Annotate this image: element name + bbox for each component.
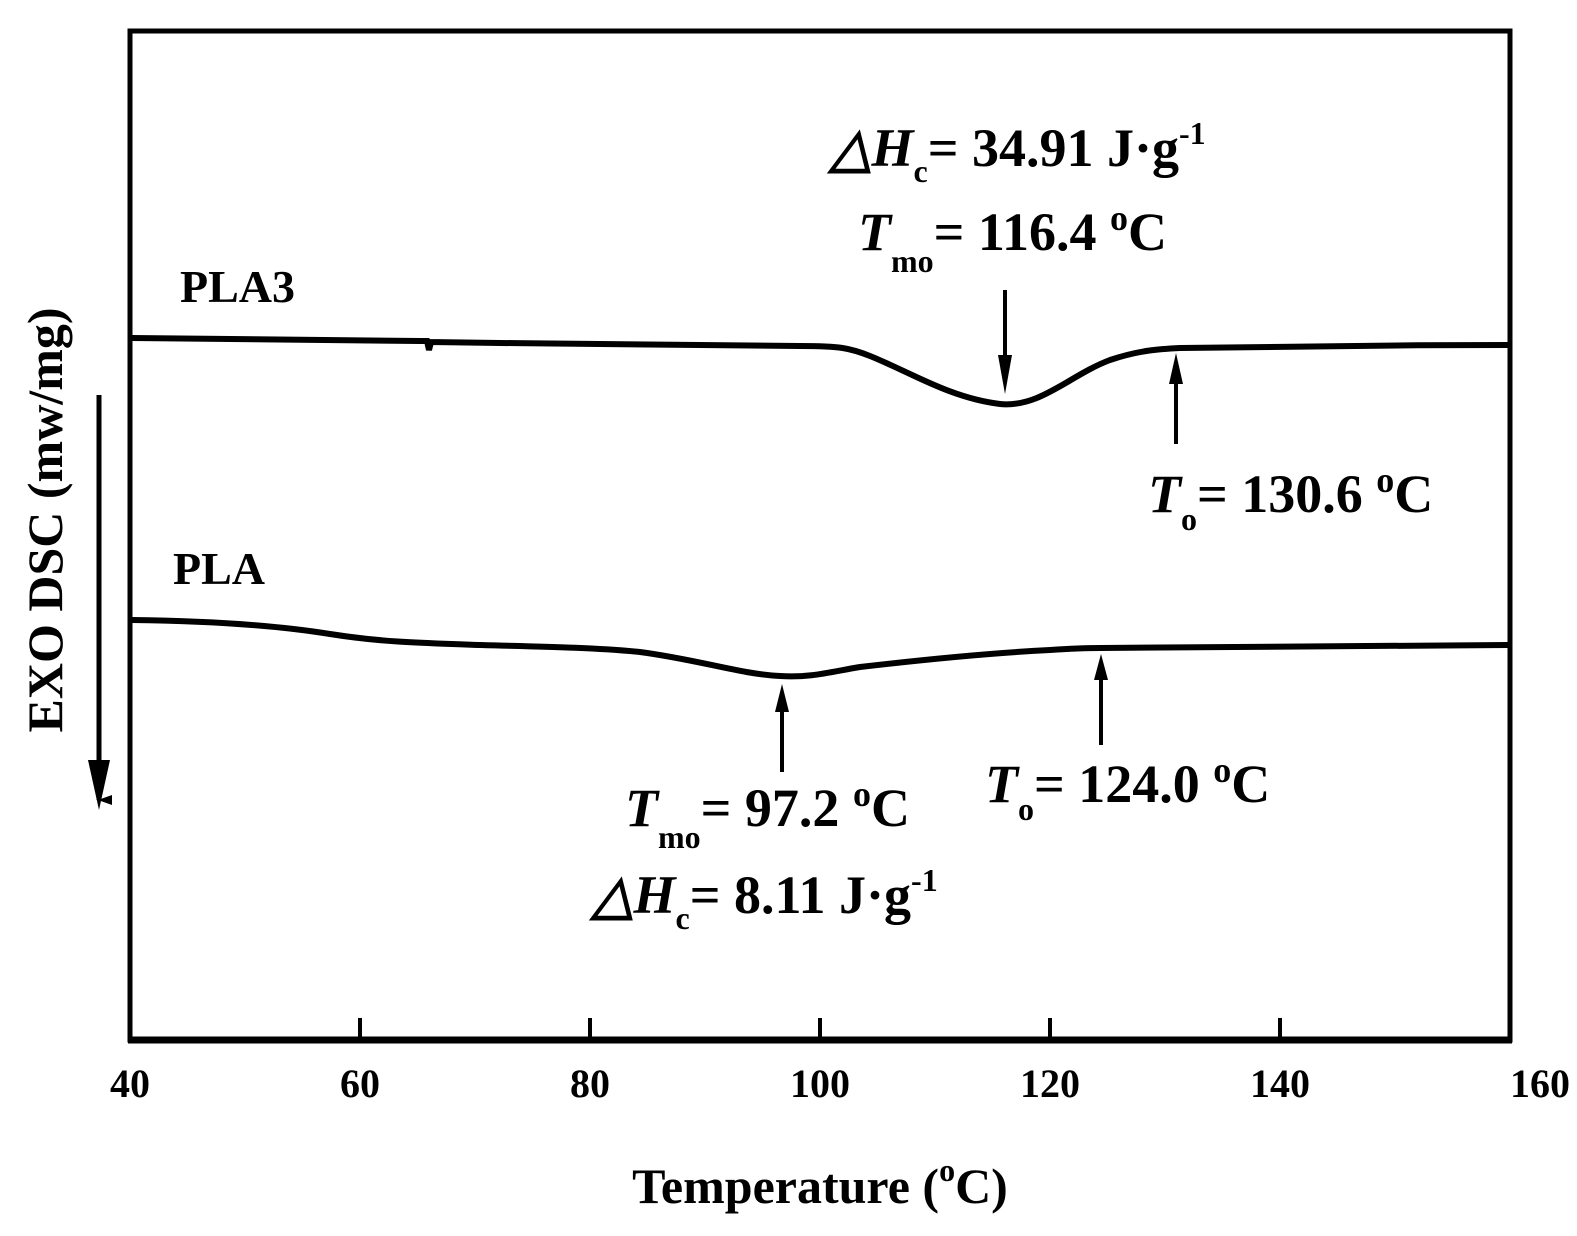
pla3-to-arrowhead-icon (1169, 353, 1183, 384)
x-axis-label: Temperature (oC) (632, 1152, 1008, 1214)
pla3-label: PLA3 (180, 261, 295, 312)
x-tick-labels: 40 60 80 100 120 140 160 (110, 1061, 1570, 1106)
y-axis-label: EXO DSC (mw/mg) (17, 308, 73, 733)
x-tick-120: 120 (1020, 1061, 1080, 1106)
exo-arrowhead-icon (88, 760, 110, 810)
x-ticks (358, 1018, 1282, 1040)
pla3-curve (129, 335, 1511, 408)
pla3-to-annotation: To= 130.6 oC (1148, 460, 1433, 537)
pla-label: PLA (173, 543, 265, 594)
x-tick-160: 160 (1510, 1061, 1570, 1106)
pla-curve (129, 617, 1511, 680)
x-tick-60: 60 (340, 1061, 380, 1106)
x-tick-100: 100 (790, 1061, 850, 1106)
pla3-tmo-annotation: Tmo= 116.4 oC (858, 198, 1167, 279)
x-tick-80: 80 (570, 1061, 610, 1106)
pla3-delta-hc-annotation: △Hc= 34.91 J·g-1 (826, 115, 1206, 189)
x-tick-140: 140 (1250, 1061, 1310, 1106)
pla-to-annotation: To= 124.0 oC (985, 750, 1270, 827)
pla-delta-hc-annotation: △Hc= 8.11 J·g-1 (588, 862, 938, 936)
pla3-tmo-arrowhead-icon (998, 355, 1012, 394)
x-tick-40: 40 (110, 1061, 150, 1106)
pla-tmo-arrowhead-icon (775, 684, 789, 712)
pla-to-arrowhead-icon (1094, 654, 1108, 680)
pla-tmo-annotation: Tmo= 97.2 oC (625, 774, 910, 855)
